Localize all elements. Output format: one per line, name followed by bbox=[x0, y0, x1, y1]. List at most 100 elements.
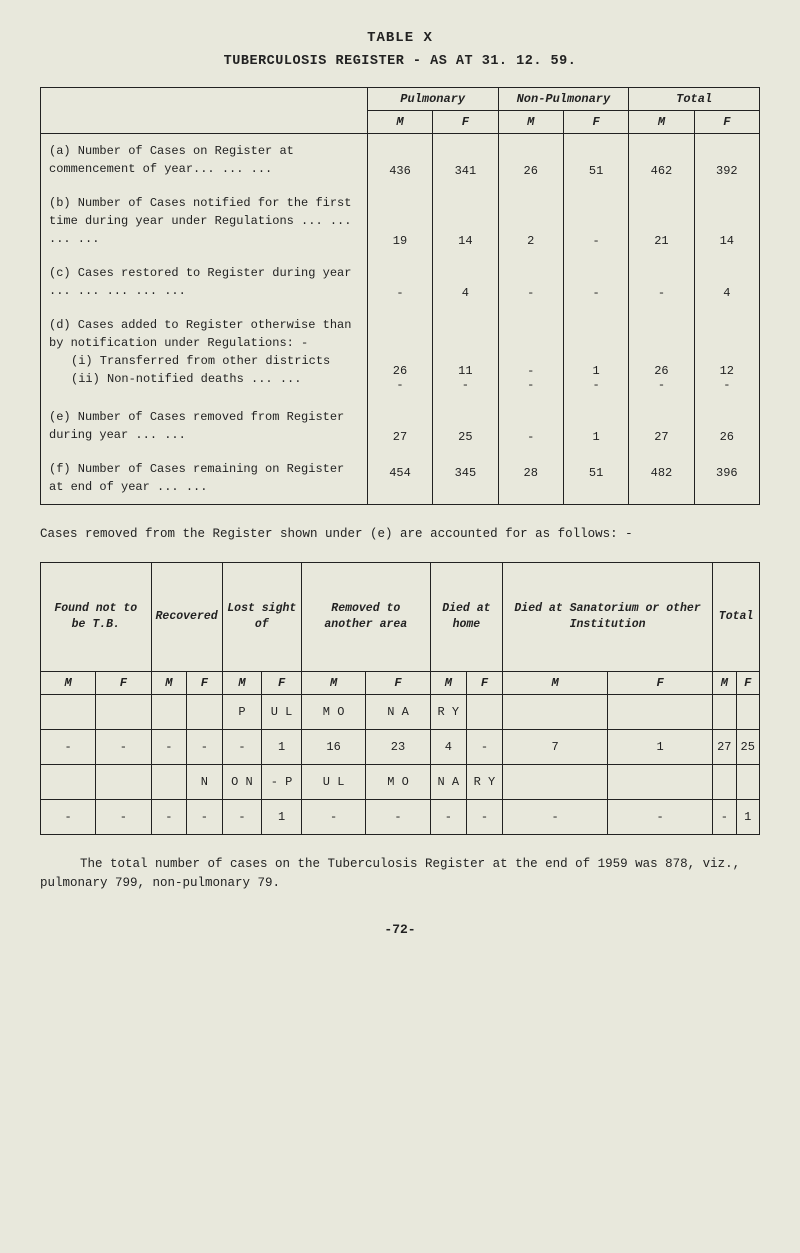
cell: 23 bbox=[366, 729, 430, 764]
cell: - bbox=[629, 256, 694, 308]
cell bbox=[41, 764, 96, 799]
cell-val: 1 bbox=[592, 364, 599, 378]
mid-paragraph: Cases removed from the Register shown un… bbox=[40, 525, 760, 544]
cell-val: - bbox=[527, 364, 534, 378]
cell-val: - bbox=[462, 378, 469, 392]
cell: - bbox=[503, 799, 608, 834]
cell bbox=[713, 764, 736, 799]
cell bbox=[96, 694, 151, 729]
cell: - bbox=[366, 799, 430, 834]
header-f: F bbox=[187, 671, 223, 694]
cell-val: 12 bbox=[720, 364, 734, 378]
cell: 16 bbox=[301, 729, 365, 764]
cell bbox=[608, 694, 713, 729]
cell: 1 - bbox=[563, 308, 628, 400]
cell: 51 bbox=[563, 134, 628, 187]
cell: - bbox=[563, 256, 628, 308]
row-label: (e) Number of Cases removed from Registe… bbox=[41, 400, 368, 452]
cell: 26 - bbox=[629, 308, 694, 400]
header-f: F bbox=[694, 111, 759, 134]
header-died-home: Died at home bbox=[430, 562, 502, 671]
cell: 396 bbox=[694, 452, 759, 505]
cell: - bbox=[713, 799, 736, 834]
header-m: M bbox=[503, 671, 608, 694]
cell: 1 bbox=[262, 729, 302, 764]
cell: - bbox=[367, 256, 432, 308]
header-total: Total bbox=[713, 562, 760, 671]
header-total: Total bbox=[629, 88, 760, 111]
cell: 26 bbox=[498, 134, 563, 187]
table-subtitle: TUBERCULOSIS REGISTER - AS AT 31. 12. 59… bbox=[40, 54, 760, 69]
cell: 14 bbox=[694, 186, 759, 256]
table-row: (d) Cases added to Register otherwise th… bbox=[41, 308, 760, 400]
cell: U L bbox=[301, 764, 365, 799]
cell: - bbox=[96, 799, 151, 834]
cell: - P bbox=[262, 764, 302, 799]
cell bbox=[713, 694, 736, 729]
cell: P bbox=[222, 694, 262, 729]
cell: 7 bbox=[503, 729, 608, 764]
header-m: M bbox=[151, 671, 187, 694]
header-nonpulmonary: Non-Pulmonary bbox=[498, 88, 629, 111]
section-header-row: P U L M O N A R Y bbox=[41, 694, 760, 729]
cell bbox=[503, 694, 608, 729]
cell: 4 bbox=[694, 256, 759, 308]
cell: - bbox=[466, 729, 502, 764]
cell: - bbox=[151, 729, 187, 764]
cell: - bbox=[41, 799, 96, 834]
cell: - bbox=[608, 799, 713, 834]
cell: 1 bbox=[608, 729, 713, 764]
cell: - - bbox=[498, 308, 563, 400]
cell: - bbox=[96, 729, 151, 764]
cell-val: - bbox=[396, 378, 403, 392]
cell: - bbox=[466, 799, 502, 834]
cell-val: - bbox=[723, 378, 730, 392]
header-m: M bbox=[41, 671, 96, 694]
header-pulmonary: Pulmonary bbox=[367, 88, 498, 111]
cell-val: - bbox=[592, 378, 599, 392]
row-d-pre: (d) Cases added to Register otherwise th… bbox=[49, 318, 351, 350]
cell: - bbox=[187, 799, 223, 834]
cell: R Y bbox=[466, 764, 502, 799]
cell: - bbox=[222, 799, 262, 834]
row-label: (c) Cases restored to Register during ye… bbox=[41, 256, 368, 308]
cell: 26 bbox=[694, 400, 759, 452]
header-m: M bbox=[301, 671, 365, 694]
cell: 12 - bbox=[694, 308, 759, 400]
table-row: (c) Cases restored to Register during ye… bbox=[41, 256, 760, 308]
cell-val: 26 bbox=[393, 364, 407, 378]
cell: 21 bbox=[629, 186, 694, 256]
main-table: Pulmonary Non-Pulmonary Total M F M F M … bbox=[40, 87, 760, 505]
cell: 19 bbox=[367, 186, 432, 256]
header-m: M bbox=[498, 111, 563, 134]
cell: 454 bbox=[367, 452, 432, 505]
header-f: F bbox=[466, 671, 502, 694]
cell: N A bbox=[430, 764, 466, 799]
header-f: F bbox=[736, 671, 759, 694]
cell: 4 bbox=[433, 256, 498, 308]
cell bbox=[736, 764, 759, 799]
cell: - bbox=[430, 799, 466, 834]
header-m: M bbox=[713, 671, 736, 694]
nonpulmonary-data-row: - - - - - 1 - - - - - - - 1 bbox=[41, 799, 760, 834]
cell bbox=[466, 694, 502, 729]
header-f: F bbox=[608, 671, 713, 694]
cell bbox=[187, 694, 223, 729]
row-d-i: (i) Transferred from other districts bbox=[49, 354, 330, 368]
header-f: F bbox=[563, 111, 628, 134]
cell: 25 bbox=[736, 729, 759, 764]
cell: 341 bbox=[433, 134, 498, 187]
header-f: F bbox=[96, 671, 151, 694]
cell: 11 - bbox=[433, 308, 498, 400]
cell: - bbox=[301, 799, 365, 834]
pulmonary-data-row: - - - - - 1 16 23 4 - 7 1 27 25 bbox=[41, 729, 760, 764]
table-title: TABLE X bbox=[40, 30, 760, 46]
cell: - bbox=[563, 186, 628, 256]
header-m: M bbox=[629, 111, 694, 134]
bottom-paragraph: The total number of cases on the Tubercu… bbox=[40, 855, 760, 893]
cell: 28 bbox=[498, 452, 563, 505]
cell bbox=[151, 764, 187, 799]
header-died-inst: Died at Sanatorium or other Institution bbox=[503, 562, 713, 671]
header-lost: Lost sight of bbox=[222, 562, 301, 671]
cell: 26 - bbox=[367, 308, 432, 400]
